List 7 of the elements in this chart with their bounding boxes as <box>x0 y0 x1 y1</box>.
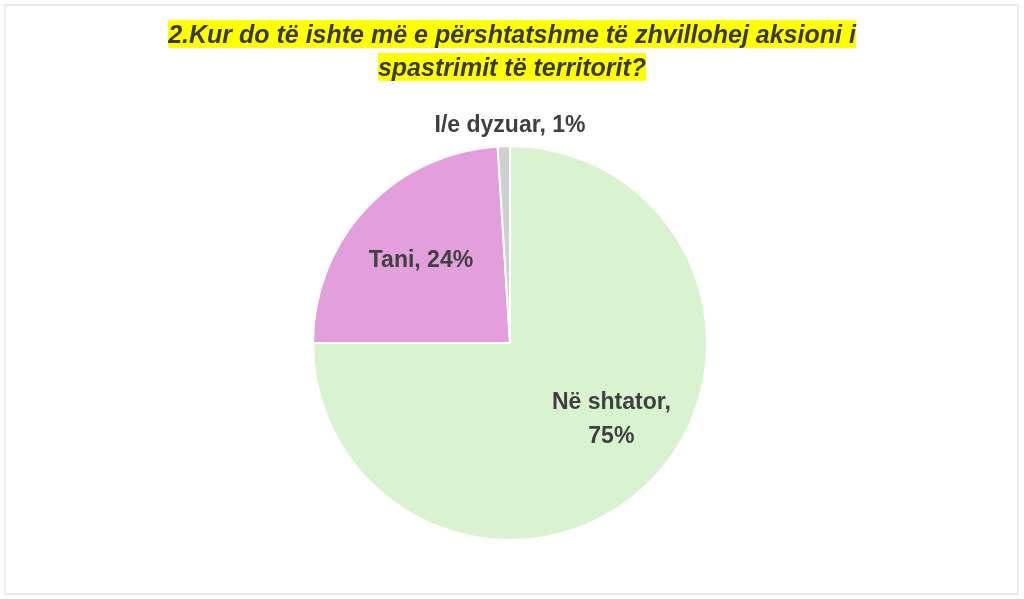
chart-title: 2.Kur do të ishte më e përshtatshme të zhvillohej aksioni i spastrimit të territorit? <box>168 20 856 81</box>
pie-slice <box>312 145 708 541</box>
slice-label: I/e dyzuar <box>434 111 540 138</box>
data-label: , 24% <box>414 246 474 273</box>
slice-label: Tani <box>368 246 415 273</box>
slice-label: Në shtator <box>551 388 665 415</box>
data-label: , 1% <box>539 111 586 138</box>
